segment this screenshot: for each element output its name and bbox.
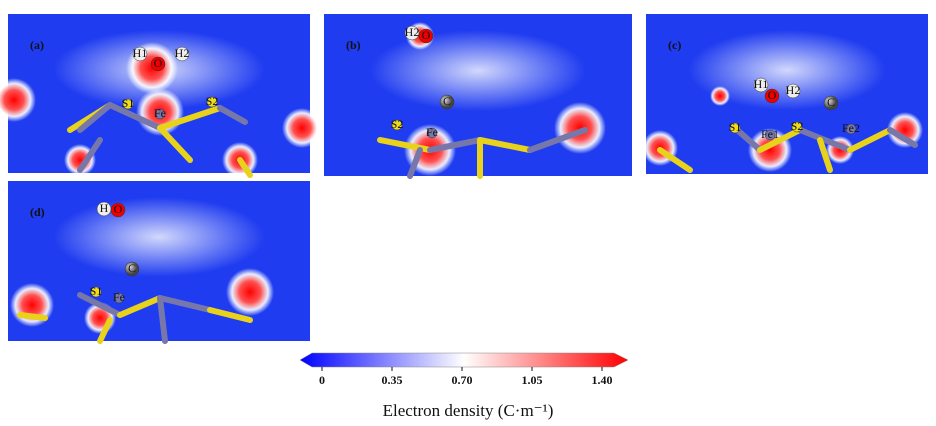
atom-label: S1 [729, 120, 742, 134]
atom-label: S2 [206, 94, 219, 108]
glow [370, 30, 586, 111]
glow [53, 197, 264, 277]
atom-label: O [422, 28, 431, 42]
figure: (a)H1OH2S1S2Fe(b)H2OCS2Fe(c)H1OH2CS1Fe1S… [0, 0, 936, 426]
panel-label: (b) [346, 38, 361, 52]
colorbar-label: Electron density (C·m⁻¹) [383, 401, 554, 420]
atom-label: S2 [791, 119, 804, 133]
density-blob [710, 86, 730, 106]
atom-label: O [114, 202, 123, 216]
atom-label: S1 [90, 284, 103, 298]
tick-label: 0.70 [452, 373, 473, 387]
atom-label: H1 [133, 46, 148, 60]
panel-label: (d) [30, 205, 45, 219]
atom-label: Fe [154, 106, 166, 120]
panel-label: (a) [30, 38, 44, 52]
density-blob [554, 102, 606, 154]
atom-label: H1 [754, 77, 769, 91]
atom-label: H [100, 201, 109, 215]
atom-label: C [443, 94, 451, 108]
tick-label: 0 [319, 373, 325, 387]
atom-label: Fe1 [761, 127, 779, 141]
atom-label: S1 [122, 96, 135, 110]
tick-label: 1.05 [522, 373, 543, 387]
tick-label: 0.35 [382, 373, 403, 387]
density-blob [282, 108, 322, 148]
atom-label: Fe [113, 290, 125, 304]
bond [20, 315, 45, 318]
atom-label: S2 [391, 117, 404, 131]
atom-label: Fe [426, 125, 438, 139]
atom-label: H2 [786, 83, 801, 97]
panel-label: (c) [668, 38, 681, 52]
atom-label: H2 [175, 46, 190, 60]
colorbar [300, 353, 628, 367]
atom-label: C [827, 95, 835, 109]
atom-label: O [154, 56, 163, 70]
atom-label: O [768, 88, 777, 102]
density-blob [226, 268, 274, 316]
tick-label: 1.40 [592, 373, 613, 387]
atom-label: Fe2 [842, 121, 860, 135]
atom-label: H2 [405, 25, 420, 39]
atom-label: C [128, 261, 136, 275]
density-blob [10, 283, 54, 327]
